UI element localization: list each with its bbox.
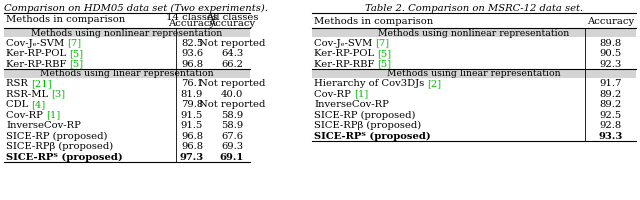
Text: 82.5: 82.5	[181, 39, 203, 48]
Text: InverseCov-RP: InverseCov-RP	[6, 121, 81, 130]
Text: 92.3: 92.3	[600, 59, 621, 68]
Text: 58.9: 58.9	[221, 121, 243, 130]
Text: 92.8: 92.8	[600, 121, 621, 130]
Text: RSR: RSR	[6, 79, 31, 88]
Text: 67.6: 67.6	[221, 131, 243, 140]
Text: [7]: [7]	[376, 39, 390, 48]
Text: Accuracy: Accuracy	[587, 17, 634, 26]
Text: Not reported: Not reported	[199, 39, 265, 48]
Text: SICE-RP (proposed): SICE-RP (proposed)	[314, 110, 415, 119]
Text: Methods using linear representation: Methods using linear representation	[40, 69, 214, 78]
Text: Cov-Jₑ-SVM: Cov-Jₑ-SVM	[314, 39, 376, 48]
Text: 96.8: 96.8	[181, 131, 203, 140]
Text: 96.8: 96.8	[181, 59, 203, 68]
Text: [21]: [21]	[31, 79, 52, 88]
Text: SICE-RP (proposed): SICE-RP (proposed)	[6, 131, 108, 140]
Text: 93.3: 93.3	[598, 131, 623, 140]
Text: 40.0: 40.0	[221, 89, 243, 98]
Text: 91.5: 91.5	[181, 121, 203, 130]
Text: Cov-RP: Cov-RP	[314, 89, 354, 98]
Text: 66.2: 66.2	[221, 59, 243, 68]
Text: Methods using nonlinear representation: Methods using nonlinear representation	[31, 29, 223, 38]
Text: 79.8: 79.8	[181, 100, 203, 109]
Text: SICE-RPᵀ (proposed): SICE-RPᵀ (proposed)	[314, 131, 431, 140]
Text: InverseCov-RP: InverseCov-RP	[314, 100, 389, 109]
Text: 76.1: 76.1	[181, 79, 203, 88]
Text: Not reported: Not reported	[199, 100, 265, 109]
Text: 93.6: 93.6	[181, 49, 203, 58]
Bar	[4, 29, 250, 38]
Text: Methods in comparison: Methods in comparison	[6, 15, 125, 24]
Text: Methods using linear representation: Methods using linear representation	[387, 69, 561, 78]
Text: Ker-RP-POL: Ker-RP-POL	[314, 49, 377, 58]
Text: 92.5: 92.5	[600, 110, 621, 119]
Text: 81.9: 81.9	[181, 89, 203, 98]
Bar	[312, 29, 636, 38]
Bar	[4, 69, 250, 78]
Text: Hierarchy of Cov3DJs: Hierarchy of Cov3DJs	[314, 79, 428, 88]
Text: RSR-ML: RSR-ML	[6, 89, 51, 98]
Text: [5]: [5]	[69, 49, 83, 58]
Text: 89.8: 89.8	[600, 39, 621, 48]
Text: Ker-RP-RBF: Ker-RP-RBF	[314, 59, 378, 68]
Text: 91.5: 91.5	[181, 110, 203, 119]
Text: Cov-Jₑ-SVM: Cov-Jₑ-SVM	[6, 39, 67, 48]
Text: 64.3: 64.3	[221, 49, 243, 58]
Text: [1]: [1]	[354, 89, 368, 98]
Text: All classes: All classes	[206, 13, 258, 22]
Text: 89.2: 89.2	[600, 89, 621, 98]
Text: 90.5: 90.5	[600, 49, 621, 58]
Text: [5]: [5]	[70, 59, 84, 68]
Text: SICE-RPβ (proposed): SICE-RPβ (proposed)	[314, 121, 421, 130]
Text: CDL: CDL	[6, 100, 31, 109]
Text: [5]: [5]	[378, 59, 392, 68]
Text: Comparison on HDM05 data set (Two experiments).: Comparison on HDM05 data set (Two experi…	[4, 4, 268, 13]
Text: [7]: [7]	[67, 39, 81, 48]
Text: 58.9: 58.9	[221, 110, 243, 119]
Text: [2]: [2]	[428, 79, 442, 88]
Text: 96.8: 96.8	[181, 142, 203, 150]
Text: 69.3: 69.3	[221, 142, 243, 150]
Text: Accuracy: Accuracy	[209, 19, 255, 28]
Text: [3]: [3]	[51, 89, 65, 98]
Text: Table 2. Comparison on MSRC-12 data set.: Table 2. Comparison on MSRC-12 data set.	[365, 4, 583, 13]
Bar	[312, 69, 636, 78]
Text: Methods in comparison: Methods in comparison	[314, 17, 433, 26]
Text: 89.2: 89.2	[600, 100, 621, 109]
Text: 14 classes: 14 classes	[166, 13, 218, 22]
Text: [1]: [1]	[46, 110, 60, 119]
Text: [5]: [5]	[377, 49, 392, 58]
Text: [4]: [4]	[31, 100, 45, 109]
Text: 97.3: 97.3	[180, 152, 204, 161]
Text: Ker-RP-RBF: Ker-RP-RBF	[6, 59, 70, 68]
Text: Cov-RP: Cov-RP	[6, 110, 46, 119]
Text: SICE-RPᵀ (proposed): SICE-RPᵀ (proposed)	[6, 152, 123, 161]
Text: Ker-RP-POL: Ker-RP-POL	[6, 49, 69, 58]
Text: 69.1: 69.1	[220, 152, 244, 161]
Text: SICE-RPβ (proposed): SICE-RPβ (proposed)	[6, 141, 113, 151]
Text: Not reported: Not reported	[199, 79, 265, 88]
Text: Accuracy: Accuracy	[168, 19, 216, 28]
Text: 91.7: 91.7	[599, 79, 621, 88]
Text: Methods using nonlinear representation: Methods using nonlinear representation	[378, 29, 570, 38]
